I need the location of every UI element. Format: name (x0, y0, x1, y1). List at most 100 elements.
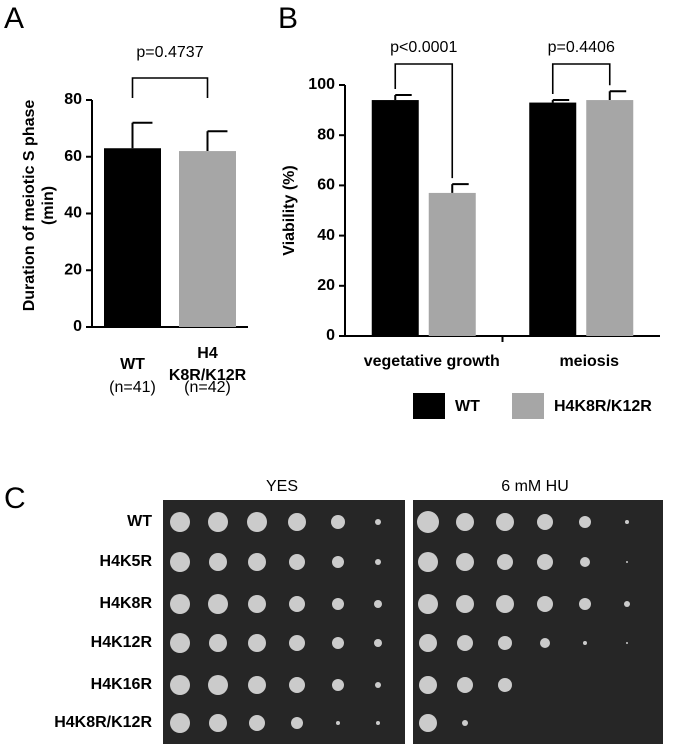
colony-spot (496, 595, 514, 613)
colony-spot (498, 636, 512, 650)
row-label: H4K8R/K12R (54, 714, 152, 731)
colony-spot (208, 594, 228, 614)
x-tick-label: K8R/K12R (169, 367, 247, 384)
category-note: (n=41) (109, 379, 156, 396)
colony-spot (170, 512, 190, 532)
p-value: p=0.4406 (548, 39, 615, 56)
panel-letter: A (4, 2, 24, 35)
y-tick-label: 80 (317, 126, 335, 143)
colony-spot (375, 559, 381, 565)
legend-label: WT (455, 398, 480, 415)
colony-spot (249, 715, 265, 731)
y-tick-label: 20 (64, 261, 82, 278)
colony-spot (579, 516, 591, 528)
y-tick-label: 60 (317, 177, 335, 194)
colony-spot (456, 595, 474, 613)
colony-spot (419, 676, 437, 694)
bar (104, 148, 161, 327)
colony-spot (419, 714, 437, 732)
colony-spot (289, 635, 305, 651)
colony-spot (208, 675, 228, 695)
colony-spot (331, 515, 345, 529)
colony-spot (375, 519, 381, 525)
colony-spot (332, 637, 344, 649)
bar (371, 100, 419, 336)
colony-spot (456, 513, 474, 531)
row-label: H4K16R (91, 676, 153, 693)
bracket (551, 63, 611, 95)
colony-spot (537, 514, 553, 530)
colony-spot (209, 553, 227, 571)
bracket (131, 77, 209, 98)
bar (529, 102, 577, 336)
bar (179, 151, 236, 327)
colony-spot (289, 677, 305, 693)
plate (163, 500, 405, 744)
colony-spot (580, 557, 590, 567)
colony-spot (332, 679, 344, 691)
y-tick-label: 60 (64, 148, 82, 165)
bracket (394, 63, 454, 179)
row-label: WT (127, 513, 152, 530)
x-tick-label: WT (120, 356, 145, 373)
colony-spot (457, 635, 473, 651)
plate (413, 500, 663, 744)
colony-spot (289, 554, 305, 570)
colony-spot (248, 676, 266, 694)
colony-spot (209, 714, 227, 732)
colony-spot (376, 721, 380, 725)
row-label: H4K8R (100, 595, 153, 612)
colony-spot (419, 634, 437, 652)
colony-spot (170, 552, 190, 572)
y-tick-label: 40 (317, 227, 335, 244)
colony-spot (288, 513, 306, 531)
colony-spot (417, 511, 439, 533)
colony-spot (170, 675, 190, 695)
colony-spot (248, 595, 266, 613)
colony-spot (540, 638, 550, 648)
y-axis-label: Duration of meiotic S phase (21, 100, 38, 312)
colony-spot (497, 554, 513, 570)
row-label: H4K5R (100, 553, 153, 570)
y-tick-label: 40 (64, 205, 82, 222)
x-tick-label: meiosis (559, 353, 619, 370)
y-tick-label: 0 (73, 318, 82, 335)
panel-letter: B (278, 2, 298, 35)
legend-label: H4K8R/K12R (554, 398, 652, 415)
colony-spot (457, 677, 473, 693)
colony-spot (625, 520, 629, 524)
x-tick-label: vegetative growth (364, 353, 500, 370)
colony-spot (498, 678, 512, 692)
colony-spot (247, 512, 267, 532)
panel-letter: C (4, 482, 26, 515)
colony-spot (537, 554, 553, 570)
row-label: H4K12R (91, 634, 153, 651)
colony-spot (248, 553, 266, 571)
colony-spot (462, 720, 468, 726)
colony-spot (208, 512, 228, 532)
legend-swatch (512, 393, 544, 419)
y-axis-label: Viability (%) (281, 165, 298, 255)
colony-spot (170, 713, 190, 733)
colony-spot (374, 600, 382, 608)
colony-spot (332, 556, 344, 568)
y-tick-label: 100 (308, 76, 335, 93)
column-title: YES (266, 478, 298, 495)
colony-spot (496, 513, 514, 531)
p-value: p<0.0001 (390, 39, 457, 56)
colony-spot (374, 639, 382, 647)
colony-spot (248, 634, 266, 652)
colony-spot (626, 642, 628, 644)
colony-spot (624, 601, 630, 607)
colony-spot (418, 594, 438, 614)
colony-spot (289, 596, 305, 612)
colony-spot (626, 561, 628, 563)
colony-spot (170, 594, 190, 614)
x-tick-label: H4 (197, 345, 218, 362)
colony-spot (579, 598, 591, 610)
column-title: 6 mM HU (501, 478, 569, 495)
colony-spot (209, 634, 227, 652)
y-tick-label: 80 (64, 91, 82, 108)
p-value: p=0.4737 (136, 44, 203, 61)
y-tick-label: 0 (326, 327, 335, 344)
